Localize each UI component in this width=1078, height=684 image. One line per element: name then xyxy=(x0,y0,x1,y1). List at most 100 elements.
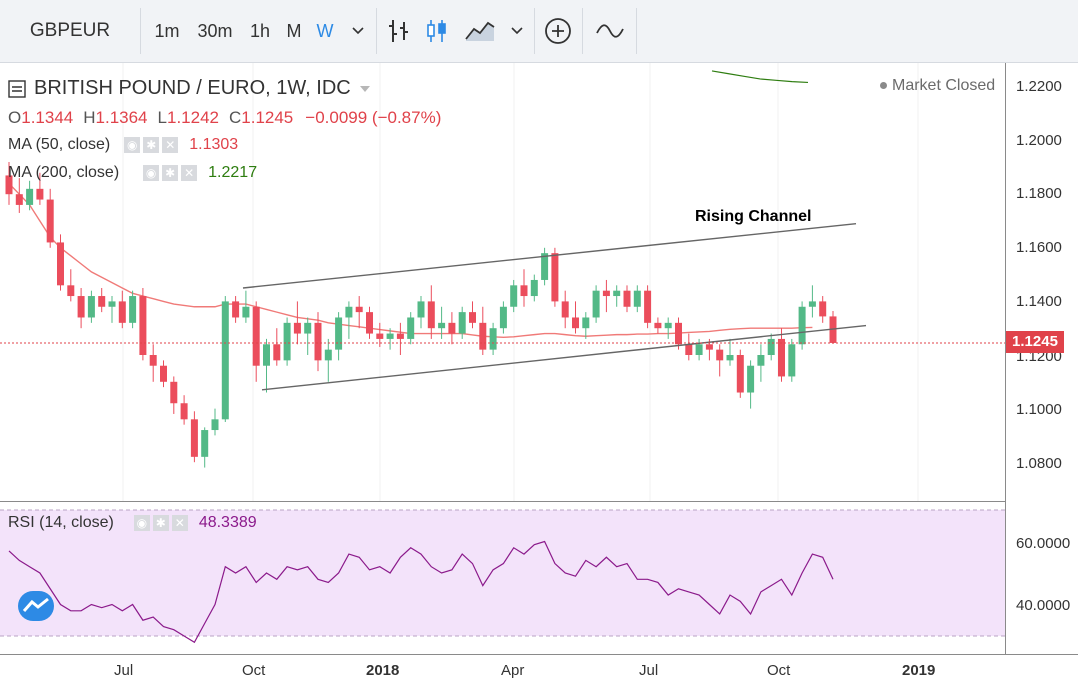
compare-add-symbol-button[interactable] xyxy=(538,0,578,62)
ma200-label[interactable]: MA (200, close) xyxy=(8,164,120,181)
candlestick-button[interactable] xyxy=(420,0,454,62)
candle-body xyxy=(57,242,64,286)
tradingview-logo[interactable] xyxy=(18,591,54,621)
candle-body xyxy=(747,365,755,393)
rsi-value: 48.3389 xyxy=(198,514,257,531)
candle-body xyxy=(190,419,198,457)
candle-body xyxy=(726,355,734,361)
rsi-label[interactable]: RSI (14, close) xyxy=(8,514,114,531)
rsi-axis-label: 40.0000 xyxy=(1016,597,1071,614)
candle-body xyxy=(211,419,219,431)
interval-dropdown-button[interactable] xyxy=(344,0,372,62)
candle-body xyxy=(129,296,137,323)
candle-body xyxy=(386,333,394,339)
indicators-button[interactable] xyxy=(590,0,630,62)
eye-icon[interactable]: ◉ xyxy=(124,137,141,153)
gear-icon[interactable]: ✱ xyxy=(152,515,169,531)
last-price-tag: 1.1245 xyxy=(1006,331,1064,353)
candle-body xyxy=(283,322,291,361)
candle-body xyxy=(448,322,456,334)
candle-body xyxy=(77,296,85,318)
candle-body xyxy=(252,306,260,366)
eye-icon[interactable]: ◉ xyxy=(133,515,150,531)
candle-body xyxy=(808,301,816,307)
ohlc-row: O 1.1344 H 1.1364 L 1.1242 C 1.1245 −0.0099 … xyxy=(8,108,441,128)
candle-body xyxy=(314,322,322,361)
candle-body xyxy=(572,317,579,329)
candle-body xyxy=(427,301,435,329)
candle-body xyxy=(324,349,332,361)
time-axis-label: 2018 xyxy=(366,662,400,679)
interval-30m-button[interactable]: 30m xyxy=(197,20,233,41)
candle-body xyxy=(232,301,240,318)
candle-body xyxy=(221,301,229,420)
time-axis-label: Jul xyxy=(639,662,659,679)
toolbar-divider xyxy=(582,8,583,54)
candle-body xyxy=(15,194,23,205)
interval-week-button[interactable]: W xyxy=(316,20,334,41)
candle-body xyxy=(293,322,301,334)
legend-title-row: BRITISH POUND / EURO, 1W, IDC xyxy=(8,77,371,100)
interval-month-button[interactable]: M xyxy=(286,20,302,41)
close-icon[interactable]: ✕ xyxy=(181,165,198,181)
rsi-chart[interactable] xyxy=(0,502,1005,654)
open-value: 1.1344 xyxy=(21,108,74,127)
candle-body xyxy=(654,322,662,329)
candlestick-icon xyxy=(427,20,446,42)
candle-body xyxy=(242,306,250,318)
pane-divider[interactable] xyxy=(0,501,1005,502)
candle-body xyxy=(273,344,281,361)
candle-body xyxy=(489,328,497,350)
candle-body xyxy=(623,290,631,307)
high-label: H xyxy=(83,108,96,127)
candle-body xyxy=(767,338,775,355)
candle-body xyxy=(376,333,384,339)
time-axis-label: Oct xyxy=(242,662,266,679)
gear-icon[interactable]: ✱ xyxy=(143,137,160,153)
indicator-wave-icon xyxy=(596,24,624,38)
candle-body xyxy=(469,312,476,323)
candle-body xyxy=(788,344,796,377)
price-axis-label: 1.1400 xyxy=(1016,293,1062,310)
close-icon[interactable]: ✕ xyxy=(171,515,188,531)
low-value: 1.1242 xyxy=(166,108,219,127)
candle-body xyxy=(695,344,703,355)
upper-channel-line xyxy=(242,222,857,289)
caret-down-icon[interactable] xyxy=(359,85,371,93)
top-toolbar: GBPEUR 1m 30m 1h M W xyxy=(0,0,1078,63)
candle-body xyxy=(602,290,610,297)
change-value: −0.0099 (−0.87%) xyxy=(305,108,442,127)
symbol-search-button[interactable]: GBPEUR xyxy=(29,20,111,41)
candle-body xyxy=(36,188,44,200)
candle-body xyxy=(366,312,373,334)
ma50-label[interactable]: MA (50, close) xyxy=(8,136,111,153)
candle-body xyxy=(26,188,34,205)
area-chart-icon xyxy=(465,21,495,41)
toolbar-divider xyxy=(140,8,141,54)
interval-1m-button[interactable]: 1m xyxy=(154,20,180,41)
bar-chart-button[interactable] xyxy=(382,0,416,62)
price-axis-label: 1.1800 xyxy=(1016,185,1062,202)
gear-icon[interactable]: ✱ xyxy=(162,165,179,181)
candle-body xyxy=(335,317,343,350)
price-axis-border xyxy=(1005,63,1006,654)
high-value: 1.1364 xyxy=(95,108,148,127)
candle-body xyxy=(520,285,528,297)
candle-body xyxy=(345,306,353,318)
area-chart-button[interactable] xyxy=(460,0,500,62)
interval-1h-button[interactable]: 1h xyxy=(249,20,271,41)
candle-body xyxy=(5,175,13,195)
time-axis-label: Apr xyxy=(501,662,525,679)
candle-body xyxy=(778,338,785,377)
price-chart[interactable] xyxy=(0,63,1005,501)
collapse-legend-icon[interactable] xyxy=(8,79,26,98)
close-icon[interactable]: ✕ xyxy=(162,137,179,153)
open-label: O xyxy=(8,108,22,127)
candle-body xyxy=(417,301,425,318)
candle-body xyxy=(499,306,507,329)
time-axis-border xyxy=(0,654,1078,655)
ma200-value: 1.2217 xyxy=(208,164,258,181)
toolbar-divider xyxy=(534,8,535,54)
chart-type-dropdown-button[interactable] xyxy=(504,0,530,62)
eye-icon[interactable]: ◉ xyxy=(143,165,160,181)
